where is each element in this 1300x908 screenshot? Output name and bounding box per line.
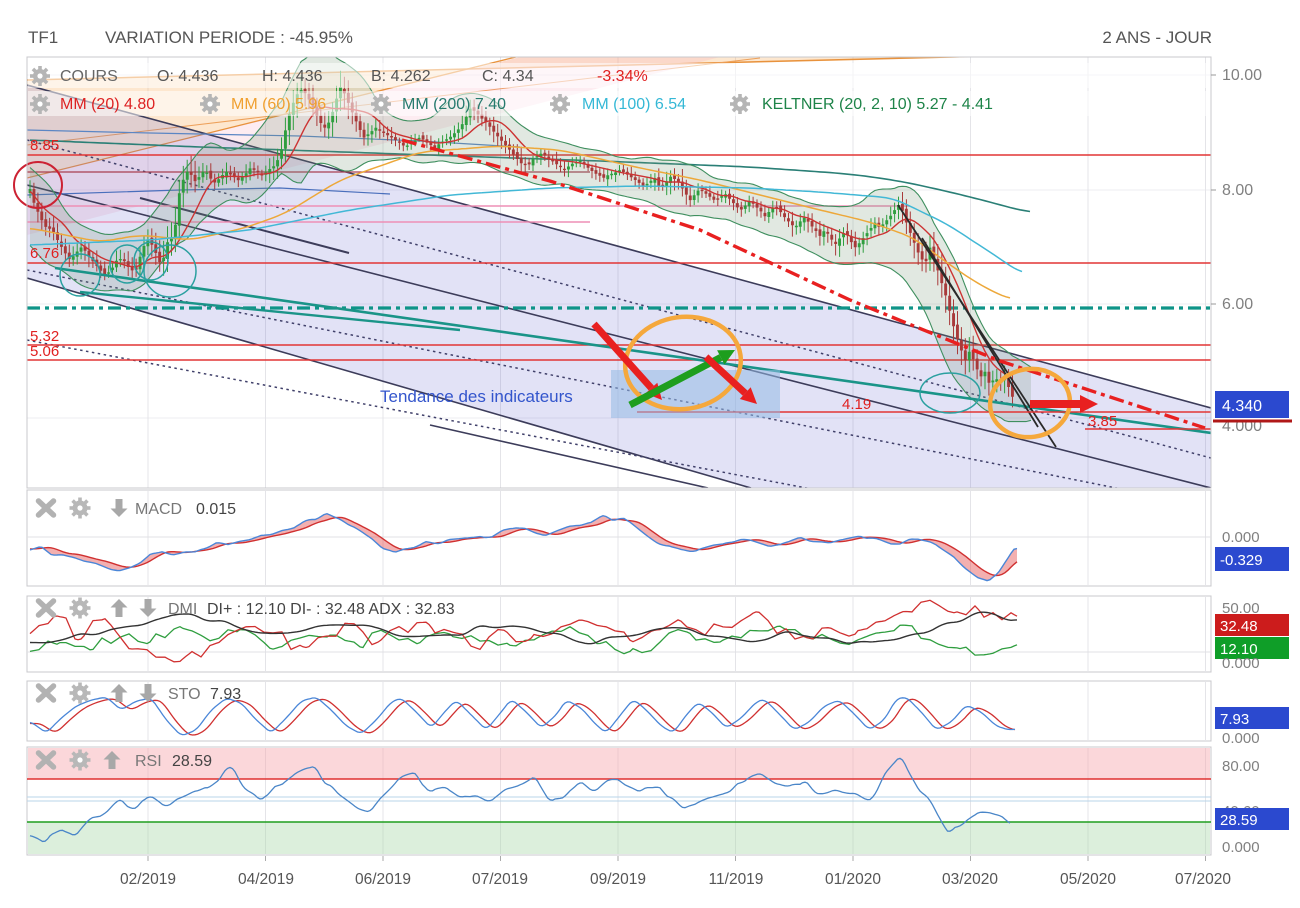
svg-text:MM (200) 7.40: MM (200) 7.40	[402, 96, 506, 113]
svg-text:0.000: 0.000	[1222, 655, 1260, 672]
svg-text:2 ANS - JOUR: 2 ANS - JOUR	[1102, 28, 1212, 47]
svg-text:VARIATION PERIODE : -45.95%: VARIATION PERIODE : -45.95%	[105, 28, 353, 47]
svg-text:O: 4.436: O: 4.436	[157, 68, 218, 85]
svg-text:B: 4.262: B: 4.262	[371, 68, 431, 85]
svg-text:TF1: TF1	[28, 28, 58, 47]
svg-text:STO: STO	[168, 686, 201, 703]
svg-text:07/2020: 07/2020	[1175, 871, 1231, 888]
svg-text:5.06: 5.06	[30, 343, 59, 360]
svg-text:6.76: 6.76	[30, 245, 59, 262]
svg-text:04/2019: 04/2019	[238, 871, 294, 888]
svg-text:05/2020: 05/2020	[1060, 871, 1116, 888]
svg-text:06/2019: 06/2019	[355, 871, 411, 888]
svg-text:C: 4.34: C: 4.34	[482, 68, 534, 85]
svg-text:0.000: 0.000	[1222, 529, 1260, 546]
svg-text:10.00: 10.00	[1222, 67, 1262, 84]
svg-text:RSI: RSI	[135, 753, 162, 770]
svg-text:7.93: 7.93	[210, 686, 241, 703]
svg-text:28.59: 28.59	[172, 753, 212, 770]
svg-text:0.015: 0.015	[196, 501, 236, 518]
svg-text:8.00: 8.00	[1222, 182, 1253, 199]
svg-text:6.00: 6.00	[1222, 296, 1253, 313]
svg-text:DMI: DMI	[168, 601, 197, 618]
svg-text:50.00: 50.00	[1222, 600, 1260, 617]
svg-text:80.00: 80.00	[1222, 758, 1260, 775]
svg-text:MM (60) 5.96: MM (60) 5.96	[231, 96, 326, 113]
svg-text:Tendance des indicateurs: Tendance des indicateurs	[380, 387, 573, 406]
svg-text:32.48: 32.48	[1220, 618, 1258, 635]
svg-text:11/2019: 11/2019	[709, 871, 764, 888]
svg-text:8.85: 8.85	[30, 137, 59, 154]
svg-text:-0.329: -0.329	[1220, 552, 1263, 569]
svg-text:0.000: 0.000	[1222, 839, 1260, 856]
svg-text:02/2019: 02/2019	[120, 871, 176, 888]
svg-text:4.340: 4.340	[1222, 398, 1262, 415]
svg-text:7.93: 7.93	[1220, 711, 1249, 728]
svg-text:3.85: 3.85	[1088, 413, 1117, 430]
svg-text:MM (100) 6.54: MM (100) 6.54	[582, 96, 686, 113]
svg-text:MACD: MACD	[135, 501, 182, 518]
svg-text:H: 4.436: H: 4.436	[262, 68, 323, 85]
svg-text:5.32: 5.32	[30, 328, 59, 345]
svg-text:0.000: 0.000	[1222, 730, 1260, 747]
svg-text:28.59: 28.59	[1220, 812, 1258, 829]
svg-text:DI+ : 12.10 DI- : 32.48 ADX :: DI+ : 12.10 DI- : 32.48 ADX : 32.83	[207, 601, 455, 618]
svg-text:4.19: 4.19	[842, 396, 871, 413]
svg-text:09/2019: 09/2019	[590, 871, 646, 888]
svg-text:COURS: COURS	[60, 68, 118, 85]
svg-text:01/2020: 01/2020	[825, 871, 881, 888]
svg-text:03/2020: 03/2020	[942, 871, 998, 888]
svg-text:KELTNER (20, 2, 10) 5.27 - 4.4: KELTNER (20, 2, 10) 5.27 - 4.41	[762, 96, 993, 113]
svg-text:07/2019: 07/2019	[472, 871, 528, 888]
svg-text:12.10: 12.10	[1220, 641, 1258, 658]
svg-text:-3.34%: -3.34%	[597, 68, 648, 85]
svg-text:MM (20) 4.80: MM (20) 4.80	[60, 96, 155, 113]
